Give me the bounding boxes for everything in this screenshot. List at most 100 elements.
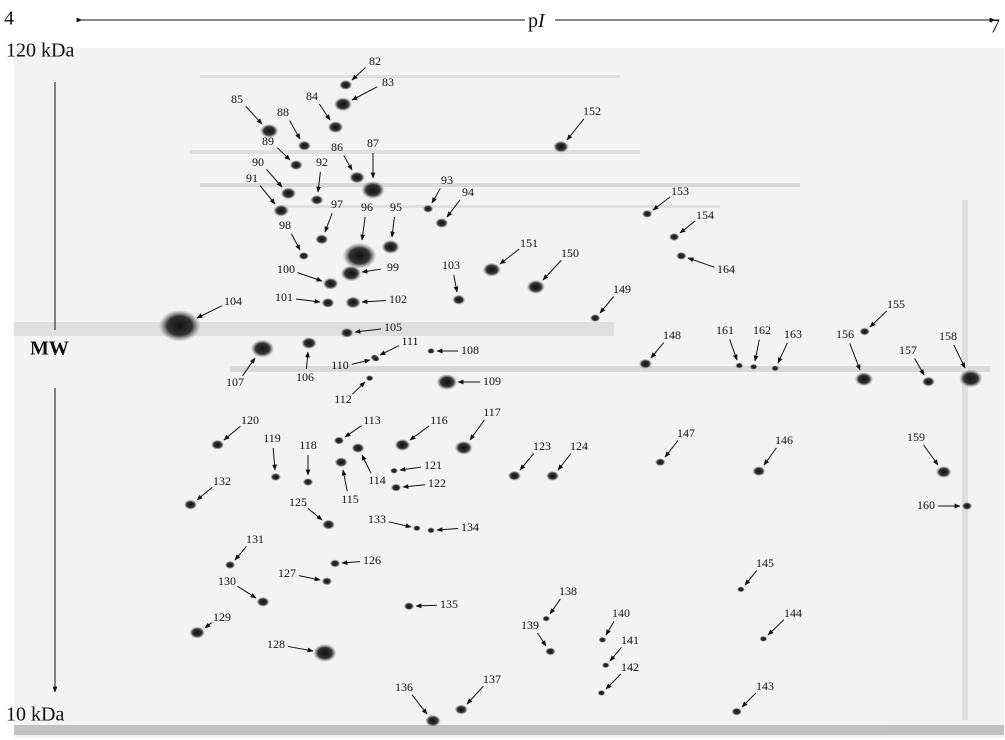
spot-arrow (777, 342, 788, 364)
spot-arrow (499, 248, 520, 265)
protein-spot (349, 171, 365, 184)
protein-spot (390, 483, 402, 492)
protein-spot (759, 635, 768, 642)
protein-spot (676, 251, 687, 260)
spot-label: 126 (363, 553, 381, 567)
spot-arrow (453, 274, 459, 293)
protein-spot (731, 707, 742, 716)
spot-arrow (234, 546, 247, 561)
spot-label: 162 (753, 323, 771, 337)
protein-spot (340, 327, 354, 338)
spot-arrow (914, 358, 925, 376)
spot-label: 103 (442, 258, 460, 272)
spot-arrow (767, 619, 785, 636)
protein-spot (542, 615, 551, 622)
mw-label: MW (30, 338, 69, 360)
spot-label: 109 (483, 374, 501, 388)
spot-label: 128 (267, 637, 285, 651)
spot-label: 101 (275, 290, 293, 304)
protein-spot (322, 277, 339, 290)
spot-label: 87 (367, 136, 379, 150)
protein-spot (339, 79, 353, 90)
pi-right: 7 (990, 16, 1000, 38)
spot-arrow (272, 447, 277, 471)
protein-spot (365, 375, 374, 382)
spot-label: 91 (246, 171, 258, 185)
spot-label: 119 (263, 431, 281, 445)
protein-spot (454, 440, 473, 455)
protein-spot (507, 470, 521, 481)
protein-spot (422, 204, 434, 213)
spot-label: 159 (907, 430, 925, 444)
spot-arrow (923, 444, 939, 466)
protein-spot (273, 204, 289, 217)
protein-spot (854, 372, 874, 387)
spot-arrow (763, 447, 777, 466)
protein-spot (545, 647, 556, 656)
spot-label: 133 (368, 512, 386, 526)
protein-spot (752, 466, 766, 477)
protein-spot (669, 232, 680, 241)
protein-spot (526, 279, 545, 294)
protein-spot (390, 467, 398, 474)
spot-label: 102 (389, 292, 407, 306)
protein-spot (158, 309, 201, 342)
protein-spot (298, 251, 309, 260)
spot-arrow (431, 188, 441, 204)
spot-label: 90 (252, 155, 264, 169)
spot-label: 93 (441, 173, 453, 187)
protein-spot (321, 297, 335, 308)
spot-label: 86 (331, 140, 343, 154)
pi-p: p (528, 10, 538, 32)
spot-arrow (351, 67, 366, 81)
spot-arrow (469, 419, 485, 441)
spot-label: 116 (430, 413, 448, 427)
protein-spot (427, 527, 435, 534)
protein-spot (638, 358, 652, 369)
protein-spot (436, 374, 458, 390)
spot-label: 161 (716, 323, 734, 337)
protein-spot (546, 470, 560, 481)
protein-spot (333, 436, 345, 445)
spot-label: 143 (756, 679, 774, 693)
protein-spot (302, 478, 314, 486)
spot-label: 123 (533, 439, 551, 453)
spot-arrow (390, 216, 396, 238)
spot-label: 138 (559, 584, 577, 598)
protein-spot (961, 502, 973, 510)
mw-top: 120 kDa (6, 40, 74, 62)
spot-label: 83 (382, 75, 394, 89)
spot-arrow (729, 339, 738, 361)
spot-label: 105 (384, 320, 402, 334)
protein-spot (435, 218, 449, 229)
protein-spot (959, 369, 983, 388)
spot-label: 158 (939, 329, 957, 343)
protein-spot (452, 294, 466, 305)
spot-arrow (266, 169, 283, 188)
spot-label: 97 (331, 197, 343, 211)
spot-arrow (290, 233, 301, 251)
spot-arrow (324, 213, 333, 233)
spot-arrow (679, 220, 696, 234)
spot-arrow (537, 632, 547, 647)
protein-spot (301, 337, 317, 350)
protein-spot (361, 181, 385, 199)
spot-arrow (295, 298, 321, 304)
spot-arrow (605, 621, 615, 636)
spot-arrow (599, 296, 615, 314)
spot-label: 100 (277, 262, 295, 276)
pi-label: pI (528, 10, 546, 32)
spot-arrow (354, 328, 382, 334)
protein-spot (313, 643, 337, 662)
protein-spot (342, 242, 377, 269)
spot-label: 94 (462, 185, 474, 199)
protein-spot (598, 636, 607, 643)
protein-spot (454, 704, 468, 715)
spot-label: 96 (361, 200, 373, 214)
spot-arrow (196, 305, 223, 319)
spot-label: 141 (621, 633, 639, 647)
spot-label: 117 (483, 405, 501, 419)
spot-label: 122 (428, 476, 446, 490)
spot-label: 120 (241, 413, 259, 427)
